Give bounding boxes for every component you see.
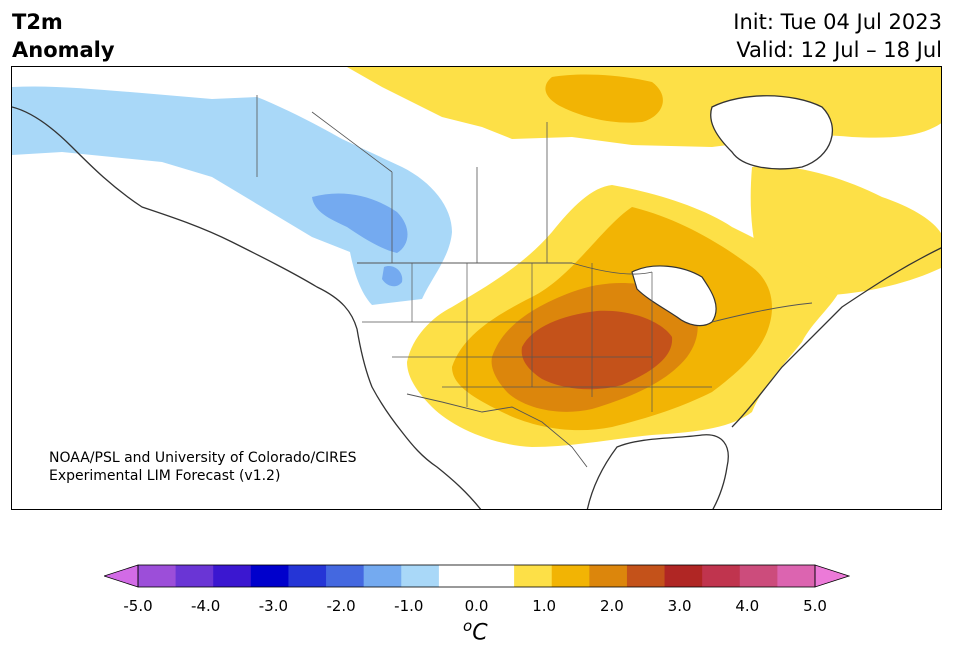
us-mexico-border	[406, 393, 588, 468]
cold-anomaly-region-medium	[312, 193, 408, 253]
unit-symbol: C	[472, 620, 488, 646]
colorbar-cell	[438, 565, 477, 587]
forecast-dates: Init: Tue 04 Jul 2023 Valid: 12 Jul – 18…	[733, 8, 942, 64]
colorbar-cell	[138, 565, 177, 587]
valid-dates: Valid: 12 Jul – 18 Jul	[736, 38, 942, 62]
cold-anomaly-region-light	[12, 86, 452, 306]
colorbar-unit: oC	[463, 617, 488, 645]
province-lines	[256, 95, 548, 263]
colorbar-cell	[514, 565, 553, 587]
warm-anomaly-peak	[521, 310, 673, 390]
map-canvas	[12, 67, 941, 509]
credit-line-1: NOAA/PSL and University of Colorado/CIRE…	[49, 450, 357, 466]
colorbar-tick-label: -3.0	[258, 597, 289, 615]
colorbar-tick-label: -4.0	[191, 597, 221, 615]
hudson-bay	[710, 95, 833, 170]
colorbar-tick-label: 4.0	[735, 597, 760, 615]
us-canada-border	[357, 262, 813, 323]
title-line-1: T2m	[12, 10, 63, 34]
colorbar-cell	[626, 565, 666, 587]
coastline-west	[12, 106, 482, 509]
colorbar-tick-label: -5.0	[123, 597, 153, 615]
init-date: Init: Tue 04 Jul 2023	[733, 10, 942, 34]
colorbar-tick-label: 1.0	[532, 597, 557, 615]
colorbar-cell	[250, 565, 289, 587]
colorbar-cell	[326, 565, 365, 587]
unit-degree: o	[463, 617, 473, 635]
colorbar-tick-label: 2.0	[599, 597, 624, 615]
colorbar-tick-label: -2.0	[326, 597, 356, 615]
colorbar-cell	[777, 565, 816, 587]
colorbar-cell	[476, 565, 515, 587]
credit-line-2: Experimental LIM Forecast (v1.2)	[49, 468, 281, 484]
colorbar-cell	[664, 565, 703, 587]
colorbar-cell	[213, 565, 252, 587]
colorbar-tick-label: 0.0	[464, 597, 489, 615]
colorbar-frame	[137, 564, 816, 588]
cold-anomaly-region-small	[382, 266, 403, 287]
map-title: T2m Anomaly	[12, 8, 115, 64]
colorbar-ticks: -5.0 -4.0 -3.0 -2.0 -1.0 0.0 1.0 2.0 3.0 4.0 5.0	[0, 597, 953, 617]
coastline-gulf	[586, 434, 729, 509]
map-credit: NOAA/PSL and University of Colorado/CIRE…	[49, 449, 357, 485]
colorbar-cell	[589, 565, 628, 587]
anomaly-map: NOAA/PSL and University of Colorado/CIRE…	[11, 66, 942, 510]
warm-anomaly-north-inner	[545, 74, 663, 123]
colorbar-right-extend	[814, 564, 850, 588]
colorbar-tick-label: -1.0	[394, 597, 424, 615]
colorbar-cell	[551, 565, 590, 587]
colorbar-cell	[288, 565, 327, 587]
colorbar-tick-label: 3.0	[667, 597, 692, 615]
colorbar-cells	[138, 565, 816, 587]
state-lines	[362, 263, 712, 412]
colorbar-cell	[175, 565, 214, 587]
colorbar-left-extend	[104, 564, 139, 588]
colorbar-cell	[363, 565, 402, 587]
title-line-2: Anomaly	[12, 38, 115, 62]
colorbar	[104, 564, 850, 588]
coastline-east	[731, 247, 941, 428]
colorbar-tick-label: 5.0	[803, 597, 827, 615]
colorbar-cell	[401, 565, 440, 587]
colorbar-cell	[702, 565, 741, 587]
colorbar-cell	[739, 565, 778, 587]
